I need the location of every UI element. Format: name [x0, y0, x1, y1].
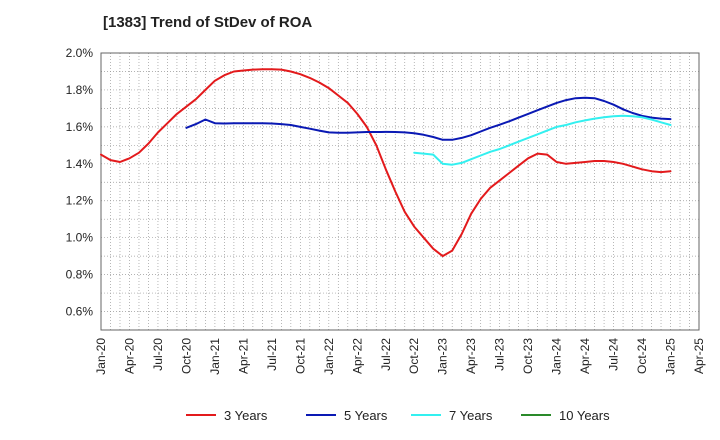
x-tick-label: Jan-21	[208, 338, 222, 375]
x-tick-label: Jul-24	[607, 338, 621, 371]
x-tick-label: Apr-21	[236, 338, 250, 374]
x-tick-label: Apr-20	[122, 338, 136, 374]
y-tick-label: 0.8%	[66, 268, 94, 282]
chart-title: [1383] Trend of StDev of ROA	[103, 14, 313, 31]
legend-label: 7 Years	[449, 408, 493, 423]
y-tick-label: 1.0%	[66, 231, 94, 245]
x-tick-label: Jul-20	[151, 338, 165, 371]
plot-frame	[100, 52, 700, 331]
y-tick-label: 1.2%	[66, 194, 94, 208]
x-tick-label: Oct-23	[521, 338, 535, 374]
x-tick-label: Jul-21	[265, 338, 279, 371]
x-tick-label: Oct-22	[407, 338, 421, 374]
y-tick-label: 0.6%	[66, 305, 94, 319]
y-tick-label: 1.6%	[66, 120, 94, 134]
legend-label: 3 Years	[224, 408, 268, 423]
y-tick-label: 1.4%	[66, 157, 94, 171]
x-tick-label: Oct-24	[635, 338, 649, 374]
x-tick-label: Jan-24	[550, 338, 564, 375]
x-tick-label: Jan-22	[322, 338, 336, 375]
legend-label: 10 Years	[559, 408, 610, 423]
x-tick-label: Apr-23	[464, 338, 478, 374]
x-tick-label: Apr-22	[350, 338, 364, 374]
x-tick-label: Jan-20	[94, 338, 108, 375]
x-tick-label: Jan-23	[436, 338, 450, 375]
x-tick-label: Jan-25	[664, 338, 678, 375]
plot-area	[101, 53, 699, 330]
legend-label: 5 Years	[344, 408, 388, 423]
x-tick-label: Apr-24	[578, 338, 592, 374]
y-tick-label: 2.0%	[66, 46, 94, 60]
series-line-1	[100, 68, 672, 258]
series-line-3	[413, 114, 672, 166]
x-tick-label: Apr-25	[692, 338, 706, 374]
series-line-2	[185, 96, 672, 141]
x-tick-label: Jul-23	[493, 338, 507, 371]
x-tick-label: Jul-22	[379, 338, 393, 371]
y-tick-label: 1.8%	[66, 83, 94, 97]
x-tick-label: Oct-20	[179, 338, 193, 374]
x-tick-label: Oct-21	[293, 338, 307, 374]
